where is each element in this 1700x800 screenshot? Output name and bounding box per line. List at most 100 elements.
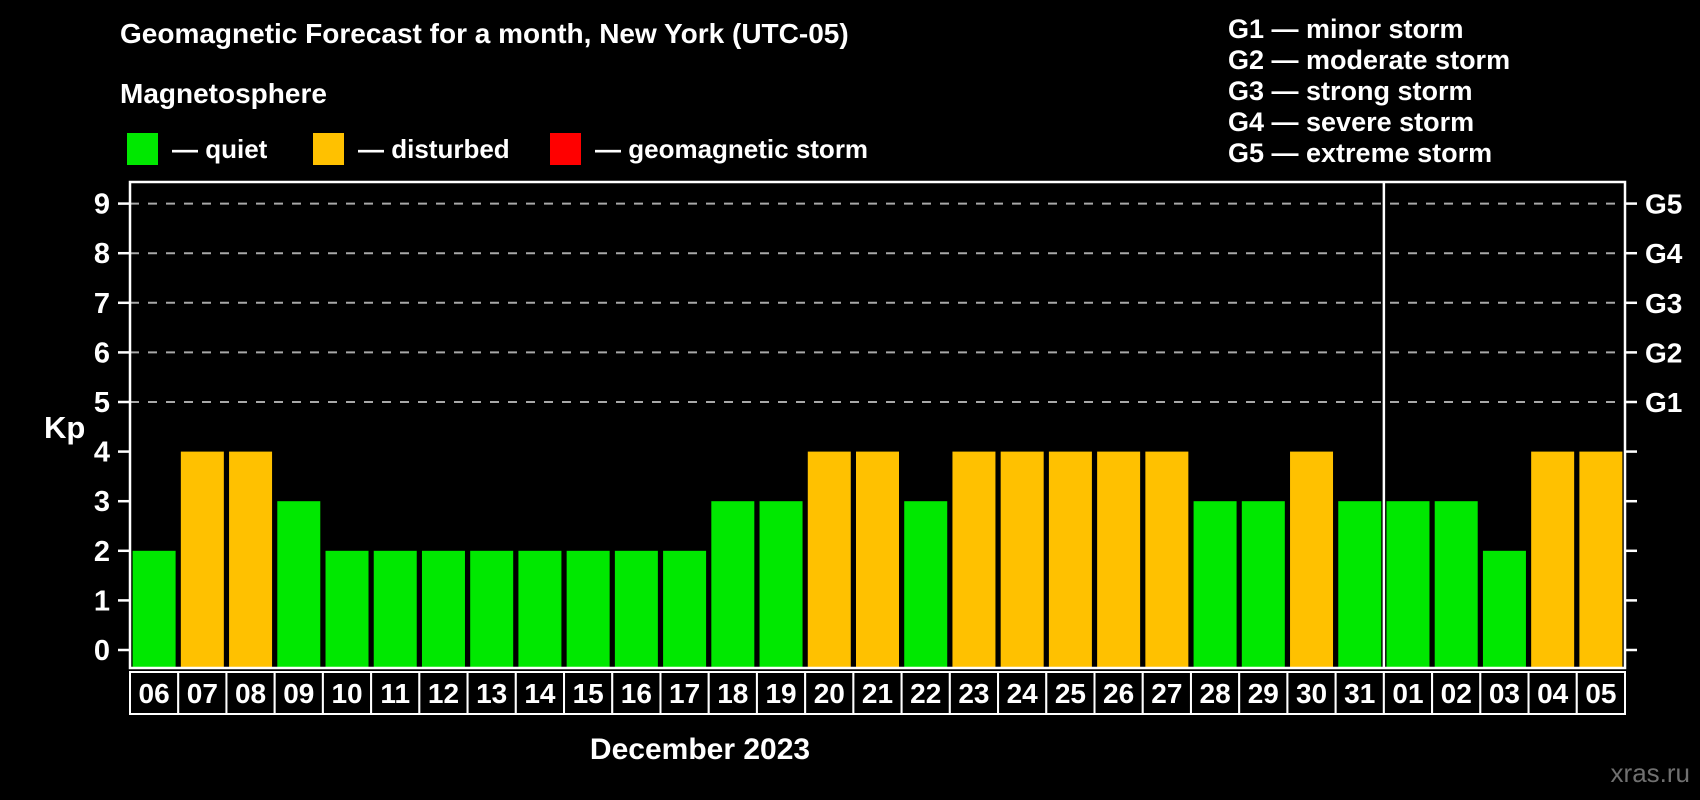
day-cell-16 — [611, 671, 662, 715]
legend-label-quiet: — quiet — [172, 133, 268, 164]
bar-day-14 — [518, 550, 562, 668]
day-cell-13 — [466, 671, 517, 715]
day-label-19: 19 — [765, 678, 796, 709]
y-tick-label-5: 5 — [94, 387, 110, 419]
day-label-05: 05 — [1585, 678, 1616, 709]
bar-day-30 — [1290, 451, 1334, 668]
day-label-27: 27 — [1151, 678, 1182, 709]
bar-day-02 — [1434, 501, 1478, 668]
chart-title: Geomagnetic Forecast for a month, New Yo… — [120, 18, 849, 49]
bar-day-12 — [421, 550, 465, 668]
bar-day-18 — [711, 501, 755, 668]
bar-day-28 — [1193, 501, 1237, 668]
g-legend-line-1: G1 — minor storm — [1228, 14, 1464, 44]
day-cell-30 — [1286, 671, 1337, 715]
bar-day-19 — [759, 501, 803, 668]
day-label-09: 09 — [283, 678, 314, 709]
y-tick-label-6: 6 — [94, 337, 110, 369]
day-cell-28 — [1189, 671, 1241, 715]
plot-border — [128, 180, 1627, 670]
bar-day-03 — [1482, 550, 1526, 668]
day-label-29: 29 — [1248, 678, 1279, 709]
day-cell-10 — [321, 671, 373, 715]
day-label-13: 13 — [476, 678, 507, 709]
day-label-17: 17 — [669, 678, 700, 709]
bar-day-25 — [1048, 451, 1092, 668]
day-cell-07 — [177, 671, 228, 715]
x-axis-title: December 2023 — [589, 733, 811, 766]
day-cell-09 — [273, 671, 324, 715]
day-cell-26 — [1093, 671, 1144, 715]
bar-day-06 — [132, 550, 176, 668]
storm-swatch — [550, 133, 581, 165]
day-cell-25 — [1045, 671, 1096, 715]
y-tick-label-1: 1 — [94, 585, 110, 617]
day-label-24: 24 — [1007, 678, 1039, 709]
legend-item-disturbed: — disturbed — [313, 133, 510, 165]
y-tick-label-3: 3 — [94, 486, 110, 518]
right-axis-label-G3: G3 — [1645, 288, 1682, 319]
day-cell-11 — [370, 671, 421, 715]
bar-day-29 — [1241, 501, 1285, 668]
quiet-swatch — [127, 133, 158, 165]
day-label-23: 23 — [958, 678, 989, 709]
day-cell-05 — [1575, 671, 1626, 715]
day-label-06: 06 — [139, 678, 170, 709]
day-label-22: 22 — [910, 678, 941, 709]
legend-label-disturbed: — disturbed — [358, 133, 510, 164]
bar-day-01 — [1386, 501, 1430, 668]
day-cell-19 — [755, 671, 807, 715]
bar-day-26 — [1097, 451, 1141, 668]
bar-day-21 — [856, 451, 899, 668]
day-label-20: 20 — [814, 678, 845, 709]
day-label-18: 18 — [717, 678, 748, 709]
day-label-14: 14 — [524, 678, 556, 709]
day-label-16: 16 — [621, 678, 652, 709]
chart-subtitle: Magnetosphere — [120, 78, 327, 109]
y-tick-label-9: 9 — [94, 189, 110, 221]
day-label-21: 21 — [862, 678, 893, 709]
day-label-10: 10 — [331, 678, 362, 709]
day-label-12: 12 — [428, 678, 459, 709]
g-legend-line-5: G5 — extreme storm — [1228, 138, 1493, 168]
bar-day-22 — [904, 501, 948, 668]
bar-day-16 — [614, 550, 658, 668]
bar-day-05 — [1579, 451, 1623, 668]
day-label-28: 28 — [1200, 678, 1231, 709]
day-cell-24 — [997, 671, 1048, 715]
day-label-25: 25 — [1055, 678, 1086, 709]
watermark: xras.ru — [1610, 758, 1690, 788]
bar-day-31 — [1338, 501, 1382, 668]
g-scale-legend: G1 — minor storm G2 — moderate storm G3 — … — [1228, 14, 1510, 169]
bar-day-23 — [952, 451, 996, 668]
g-legend-line-3: G3 — strong storm — [1228, 76, 1473, 106]
legend-item-storm: — geomagnetic storm — [550, 133, 868, 165]
bar-day-04 — [1531, 451, 1575, 668]
right-axis-label-G2: G2 — [1645, 337, 1682, 368]
legend-item-quiet: — quiet — [127, 133, 267, 165]
y-tick-label-4: 4 — [94, 437, 110, 469]
bar-day-08 — [229, 451, 273, 668]
day-label-26: 26 — [1103, 678, 1134, 709]
day-label-08: 08 — [235, 678, 266, 709]
bar-day-15 — [566, 550, 610, 668]
day-label-11: 11 — [380, 678, 410, 709]
bar-day-10 — [325, 550, 369, 668]
day-label-03: 03 — [1489, 678, 1520, 709]
disturbed-swatch — [313, 133, 344, 165]
y-tick-label-2: 2 — [94, 536, 110, 568]
day-label-04: 04 — [1537, 678, 1569, 709]
bar-day-27 — [1145, 451, 1189, 668]
right-axis-label-G1: G1 — [1645, 387, 1682, 418]
day-cell-18 — [707, 671, 758, 715]
right-axis-label-G4: G4 — [1645, 238, 1683, 269]
day-cell-22 — [900, 671, 951, 715]
y-tick-label-8: 8 — [94, 238, 110, 270]
legend-label-storm: — geomagnetic storm — [595, 133, 869, 164]
day-label-31: 31 — [1344, 678, 1375, 709]
day-cell-20 — [804, 671, 855, 715]
bar-day-17 — [663, 550, 707, 668]
day-label-01: 01 — [1392, 678, 1423, 709]
